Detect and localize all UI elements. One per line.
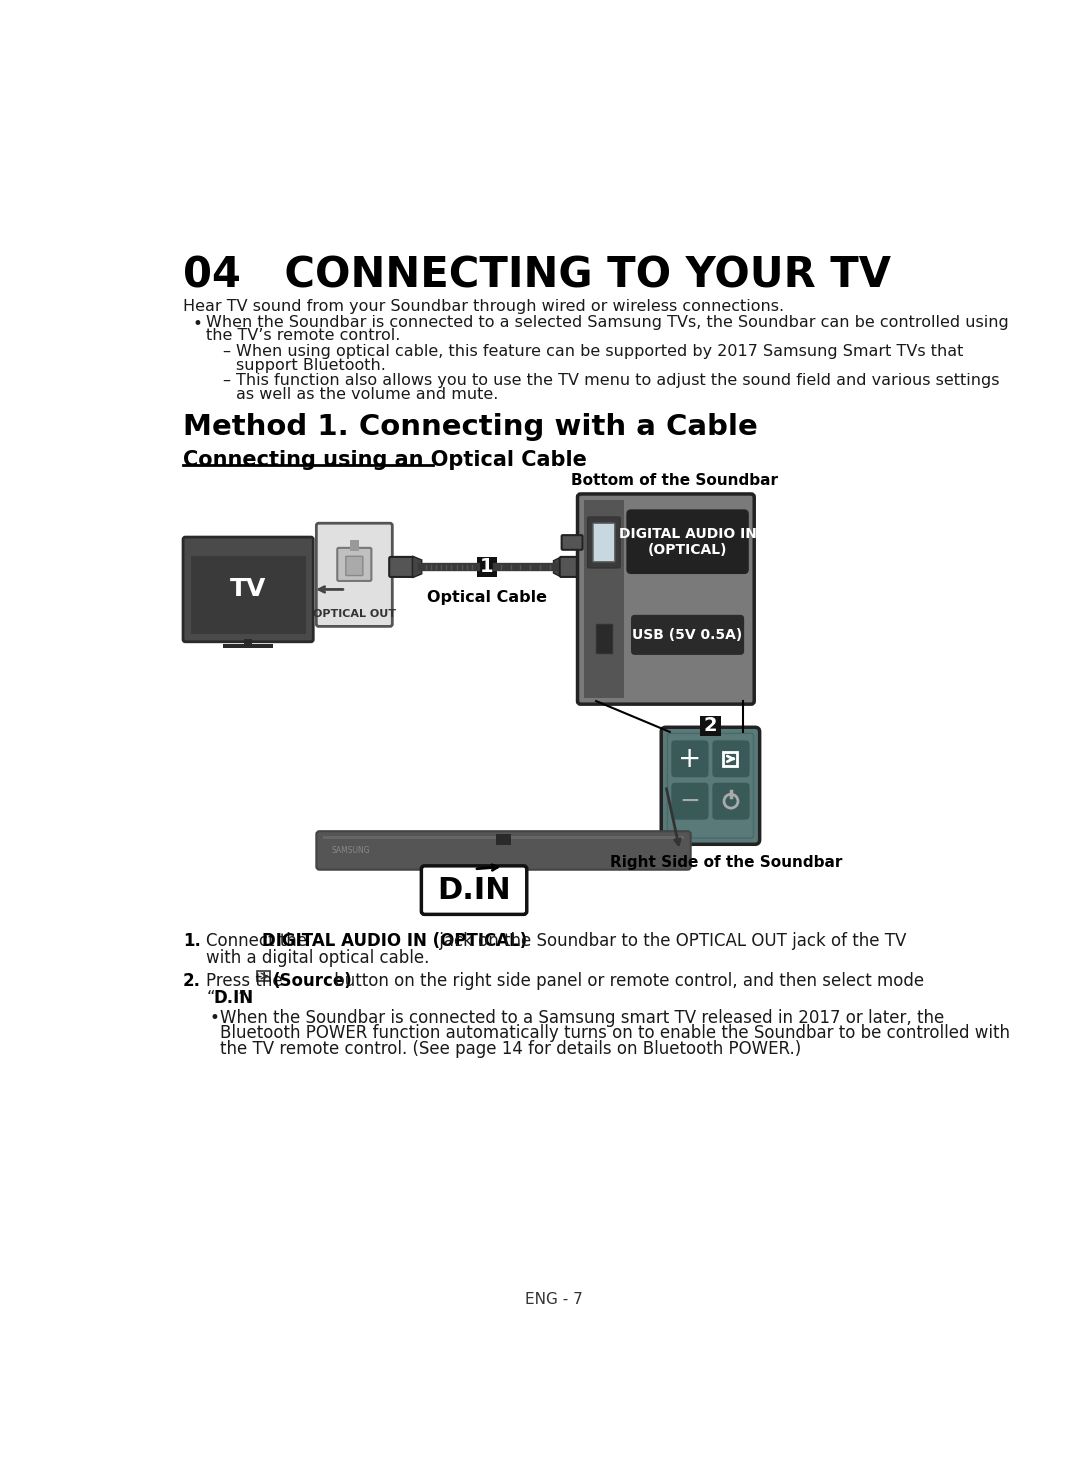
Bar — [596, 624, 611, 654]
FancyBboxPatch shape — [631, 615, 744, 655]
Text: –: – — [221, 373, 230, 387]
Circle shape — [677, 788, 702, 813]
FancyBboxPatch shape — [713, 741, 750, 778]
FancyBboxPatch shape — [562, 535, 582, 550]
FancyBboxPatch shape — [588, 518, 620, 568]
Text: D.IN: D.IN — [437, 876, 511, 905]
Text: When the Soundbar is connected to a Samsung smart TV released in 2017 or later, : When the Soundbar is connected to a Sams… — [220, 1009, 945, 1026]
Text: Right Side of the Soundbar: Right Side of the Soundbar — [610, 855, 842, 870]
Text: Hear TV sound from your Soundbar through wired or wireless connections.: Hear TV sound from your Soundbar through… — [183, 299, 784, 314]
Text: 1.: 1. — [183, 932, 201, 950]
Text: +: + — [678, 745, 702, 774]
Text: –: – — [221, 343, 230, 359]
Text: TV: TV — [230, 577, 267, 602]
Text: as well as the volume and mute.: as well as the volume and mute. — [235, 387, 498, 402]
Text: Optical Cable: Optical Cable — [427, 590, 546, 605]
Circle shape — [718, 788, 743, 813]
Polygon shape — [413, 556, 422, 578]
FancyBboxPatch shape — [337, 547, 372, 581]
Text: ”.: ”. — [238, 989, 252, 1007]
Bar — [257, 970, 270, 982]
Text: 2.: 2. — [183, 972, 201, 989]
Bar — [224, 643, 273, 648]
FancyBboxPatch shape — [183, 537, 313, 642]
Bar — [476, 558, 497, 577]
Text: Press the: Press the — [206, 972, 288, 989]
Text: Bluetooth POWER function automatically turns on to enable the Soundbar to be con: Bluetooth POWER function automatically t… — [220, 1025, 1010, 1043]
Bar — [323, 836, 685, 839]
Bar — [700, 716, 720, 735]
FancyBboxPatch shape — [559, 558, 586, 577]
Bar — [350, 540, 359, 552]
Text: •: • — [210, 1009, 219, 1026]
Text: USB (5V 0.5A): USB (5V 0.5A) — [633, 629, 743, 642]
Polygon shape — [244, 639, 252, 646]
Text: DIGITAL AUDIO IN (OPTICAL): DIGITAL AUDIO IN (OPTICAL) — [262, 932, 527, 950]
FancyBboxPatch shape — [316, 524, 392, 627]
Text: “: “ — [206, 989, 215, 1007]
FancyBboxPatch shape — [672, 741, 708, 778]
Circle shape — [677, 747, 702, 771]
Polygon shape — [554, 558, 562, 577]
FancyBboxPatch shape — [578, 494, 754, 704]
Text: button on the right side panel or remote control, and then select mode: button on the right side panel or remote… — [328, 972, 923, 989]
FancyBboxPatch shape — [661, 728, 759, 845]
Text: This function also allows you to use the TV menu to adjust the sound field and v: This function also allows you to use the… — [235, 373, 999, 387]
Text: Connect the: Connect the — [206, 932, 312, 950]
Text: −: − — [679, 790, 701, 813]
Text: the TV’s remote control.: the TV’s remote control. — [206, 328, 401, 343]
Text: (Source): (Source) — [273, 972, 353, 989]
Text: DIGITAL AUDIO IN
(OPTICAL): DIGITAL AUDIO IN (OPTICAL) — [619, 527, 756, 556]
FancyBboxPatch shape — [389, 558, 414, 577]
Bar — [496, 834, 511, 845]
Circle shape — [718, 747, 743, 771]
FancyBboxPatch shape — [626, 509, 748, 574]
Text: 1: 1 — [480, 558, 494, 577]
Text: 04   CONNECTING TO YOUR TV: 04 CONNECTING TO YOUR TV — [183, 254, 891, 296]
FancyBboxPatch shape — [316, 831, 691, 870]
Text: When using optical cable, this feature can be supported by 2017 Samsung Smart TV: When using optical cable, this feature c… — [235, 343, 963, 359]
Text: support Bluetooth.: support Bluetooth. — [235, 358, 386, 373]
FancyBboxPatch shape — [421, 865, 527, 914]
Bar — [583, 500, 624, 698]
Text: D.IN: D.IN — [213, 989, 254, 1007]
Text: Bottom of the Soundbar: Bottom of the Soundbar — [571, 473, 778, 488]
Text: OPTICAL OUT: OPTICAL OUT — [313, 609, 396, 620]
Text: Method 1. Connecting with a Cable: Method 1. Connecting with a Cable — [183, 413, 758, 441]
Text: with a digital optical cable.: with a digital optical cable. — [206, 950, 430, 967]
Text: •: • — [192, 315, 202, 333]
FancyBboxPatch shape — [191, 556, 306, 634]
FancyBboxPatch shape — [667, 734, 754, 839]
Text: jack on the Soundbar to the OPTICAL OUT jack of the TV: jack on the Soundbar to the OPTICAL OUT … — [434, 932, 906, 950]
Text: ENG - 7: ENG - 7 — [525, 1293, 582, 1307]
Text: SAMSUNG: SAMSUNG — [332, 846, 370, 855]
FancyBboxPatch shape — [672, 782, 708, 819]
FancyBboxPatch shape — [346, 556, 363, 575]
FancyBboxPatch shape — [593, 524, 615, 562]
Text: When the Soundbar is connected to a selected Samsung TVs, the Soundbar can be co: When the Soundbar is connected to a sele… — [206, 315, 1009, 330]
Text: Connecting using an Optical Cable: Connecting using an Optical Cable — [183, 450, 586, 470]
Text: the TV remote control. (See page 14 for details on Bluetooth POWER.): the TV remote control. (See page 14 for … — [220, 1040, 801, 1057]
FancyBboxPatch shape — [713, 782, 750, 819]
Bar — [724, 751, 738, 766]
Text: 2: 2 — [704, 716, 717, 735]
